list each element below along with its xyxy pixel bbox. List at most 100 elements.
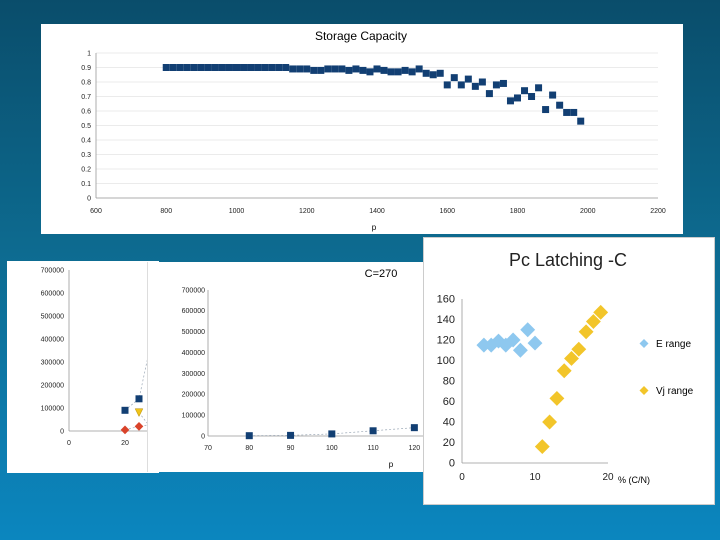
data-point <box>521 87 529 95</box>
y-tick-label: 40 <box>443 417 455 429</box>
data-point <box>190 64 198 71</box>
y-tick-labels: 0 100000 200000 300000 400000 500000 600000 700… <box>41 267 64 435</box>
x-axis-label: p <box>389 460 394 469</box>
x-tick-label: 2000 <box>580 208 596 215</box>
grid <box>95 52 658 199</box>
y-tick-label: 0.8 <box>81 79 91 86</box>
x-tick-label: 2200 <box>650 208 666 215</box>
data-point <box>197 64 205 71</box>
data-point <box>366 68 374 76</box>
y-tick-label: 200000 <box>182 392 205 399</box>
data-point <box>331 65 339 73</box>
series-line-0 <box>124 321 159 411</box>
x-tick-label: 800 <box>160 208 172 215</box>
data-point <box>422 69 430 77</box>
y-tick-label: 0.2 <box>81 166 91 173</box>
storage-capacity-chart: 600 800 1000 1200 1400 1600 1800 2000 2200 00.10… <box>81 29 666 232</box>
data-point <box>534 439 550 455</box>
y-tick-label: 200000 <box>41 382 64 389</box>
x-tick-label: 110 <box>368 445 379 452</box>
series-line-1 <box>124 404 159 431</box>
pc-latching-chart: 0 10 20 0 20 40 60 80 100 120 140 160 Pc Latching … <box>437 250 694 485</box>
y-tick-label: 0.4 <box>81 137 91 144</box>
x-tick-labels: 0 20 <box>67 440 129 447</box>
data-point <box>134 408 144 418</box>
data-point <box>415 65 423 73</box>
y-tick-label: 60 <box>443 396 455 408</box>
data-point <box>514 94 521 102</box>
storage-capacity-panel: 600 800 1000 1200 1400 1600 1800 2000 2200 0 0.1 0… <box>41 24 683 234</box>
y-tick-label: 0 <box>60 428 64 435</box>
y-tick-label: 100000 <box>182 412 205 419</box>
data-point <box>471 82 479 90</box>
data-point <box>268 64 276 71</box>
data-point <box>204 64 212 71</box>
data-point <box>499 79 507 87</box>
y-tick-label: 0 <box>449 458 455 470</box>
data-point <box>464 75 472 83</box>
data-point <box>328 430 336 438</box>
data-point <box>120 425 130 435</box>
pc-latching-panel: 0 10 20 0 20 40 60 80 100 120 140 160 Pc Latching … <box>423 237 715 505</box>
y-tick-label: 1 <box>87 50 91 57</box>
data-point <box>528 93 536 100</box>
data-point <box>408 68 416 76</box>
x-tick-label: 0 <box>459 472 465 483</box>
data-point <box>176 64 184 71</box>
grid <box>68 270 159 432</box>
x-tick-labels: 600 800 1000 1200 1400 1600 1800 2000 2200 <box>90 208 666 215</box>
data-point <box>492 81 500 89</box>
grid <box>461 299 608 464</box>
small-scatter-chart: 0 20 0 100000 200000 300000 400000 500000 60000… <box>41 267 159 447</box>
x-tick-label: 70 <box>204 445 212 452</box>
data-point <box>359 66 367 74</box>
data-point <box>394 68 402 76</box>
data-point <box>485 90 493 98</box>
x-tick-label: 1400 <box>369 208 385 215</box>
y-tick-label: 500000 <box>41 313 64 320</box>
data-point <box>135 395 143 403</box>
y-tick-label: 0 <box>201 433 205 440</box>
data-point <box>563 108 571 116</box>
y-tick-label: 400000 <box>41 336 64 343</box>
legend-label-e-range: E range <box>656 339 691 350</box>
x-axis-label: p <box>372 223 377 232</box>
data-point <box>254 64 262 71</box>
y-tick-label: 0.6 <box>81 108 91 115</box>
y-tick-label: 80 <box>443 376 455 388</box>
data-point <box>429 71 437 79</box>
y-tick-label: 700000 <box>182 287 205 294</box>
x-axis-label: % (C/N) <box>618 475 650 485</box>
data-point <box>303 65 311 73</box>
data-point <box>169 64 177 71</box>
data-point <box>310 66 318 74</box>
data-point <box>527 335 543 351</box>
data-point <box>387 68 395 76</box>
y-tick-label: 120 <box>437 335 455 347</box>
x-tick-label: 80 <box>245 445 253 452</box>
y-tick-label: 0.9 <box>81 65 91 72</box>
y-tick-label: 700000 <box>41 267 64 274</box>
data-point <box>183 64 191 71</box>
x-tick-label: 100 <box>326 445 338 452</box>
y-tick-label: 600000 <box>182 308 205 315</box>
data-point <box>275 64 283 71</box>
small-chart-panel: 0 20 0 100000 200000 300000 400000 500000 60000… <box>7 261 159 473</box>
y-tick-labels: 0 20 40 60 80 100 120 140 160 <box>437 294 455 470</box>
data-point <box>570 108 578 116</box>
legend-swatch-vj-range <box>639 386 649 395</box>
data-point <box>410 424 418 432</box>
data-point <box>542 414 558 430</box>
data-point <box>478 78 486 86</box>
data-point <box>450 74 458 82</box>
x-tick-label: 20 <box>602 472 614 483</box>
c270-chart-panel: 70 80 90 100 110 120 0 100000 200000 300000 40000… <box>147 262 426 472</box>
data-point <box>556 363 572 379</box>
data-point <box>134 422 144 431</box>
x-tick-label: 1800 <box>510 208 526 215</box>
data-point <box>261 64 269 71</box>
data-point <box>535 84 543 92</box>
x-tick-label: 1600 <box>439 208 455 215</box>
data-point <box>240 64 248 71</box>
x-tick-labels: 0 10 20 <box>459 472 614 483</box>
